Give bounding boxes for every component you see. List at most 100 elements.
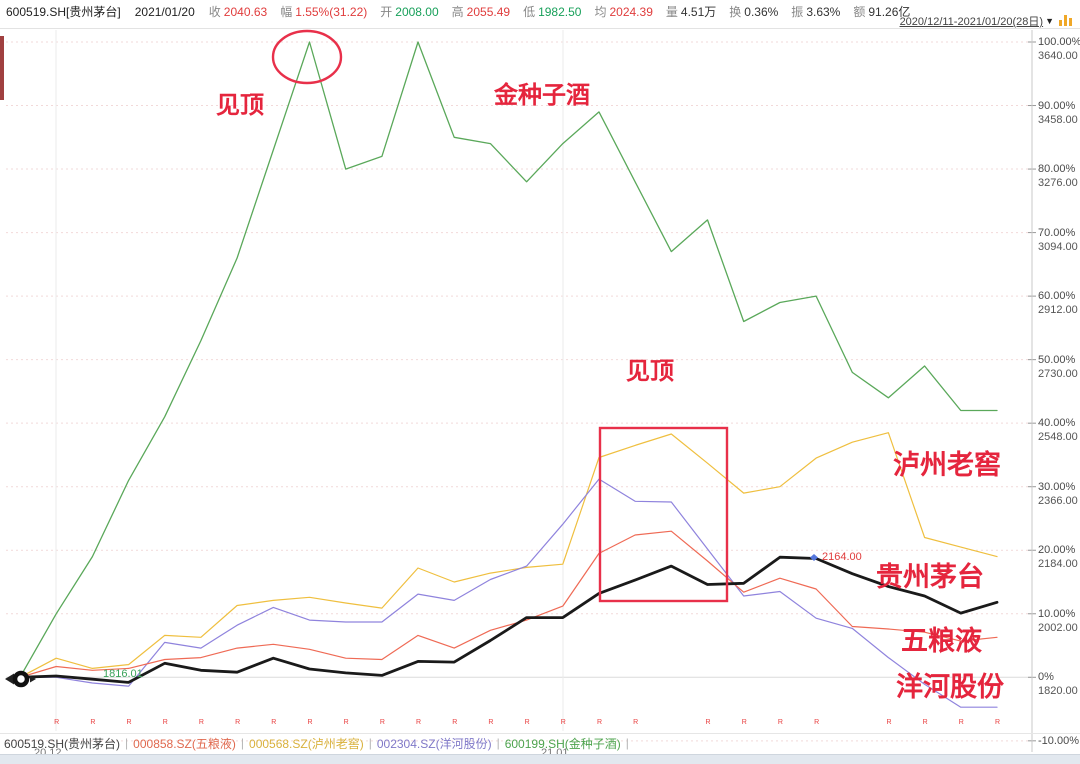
quote-summary-row: 600519.SH[贵州茅台] 2021/01/20 收 2040.63 幅 1.55… <box>6 3 910 20</box>
quote-field: 振 3.63% <box>791 3 840 20</box>
range-handle-right-arrow-icon[interactable] <box>30 675 36 683</box>
date-range-selector[interactable]: 2020/12/11-2021/01/20(28日) ▼ <box>900 13 1054 29</box>
axis-pct-label: 20.00% <box>1038 544 1076 557</box>
quote-field-value: 4.51万 <box>680 5 717 19</box>
day-mark: R <box>199 719 204 726</box>
annotation-text: 五粮液 <box>901 626 982 656</box>
annotation-text: 见顶 <box>626 358 674 385</box>
day-mark: R <box>633 719 638 726</box>
range-handle[interactable] <box>12 670 30 688</box>
day-mark: R <box>90 719 95 726</box>
axis-pct-label: 0% <box>1038 671 1054 684</box>
axis-pct-label: 100.00% <box>1038 36 1080 48</box>
bottom-scrollbar-strip[interactable] <box>0 754 1080 764</box>
series-line-泸州老窖 <box>19 432 998 678</box>
axis-pct-label: 60.00% <box>1038 290 1076 303</box>
legend-item[interactable]: 600199.SH(金种子酒) <box>504 736 621 751</box>
day-mark: R <box>452 719 457 726</box>
quote-field: 幅 1.55%(31.22) <box>280 3 367 20</box>
quote-field-label: 均 <box>594 5 607 19</box>
axis-price-label: 2548.00 <box>1038 431 1078 444</box>
axis-pct-label: 40.00% <box>1038 417 1076 430</box>
series-line-贵州茅台 <box>18 555 999 684</box>
axis-price-label: 3276.00 <box>1038 177 1078 190</box>
legend-separator: | <box>496 736 500 750</box>
day-mark: R <box>488 719 493 726</box>
mini-chart-icon[interactable] <box>1059 15 1074 26</box>
day-mark: R <box>886 719 891 726</box>
axis-price-label: 3640.00 <box>1038 50 1078 62</box>
date-range-text[interactable]: 2020/12/11-2021/01/20(28日) <box>899 16 1044 28</box>
axis-price-label: 2730.00 <box>1038 367 1078 380</box>
axis-price-label: 3458.00 <box>1038 113 1078 126</box>
day-mark: R <box>706 719 711 726</box>
quote-fields: 收 2040.63 幅 1.55%(31.22) 开 2008.00 高 2055.49 低 19… <box>209 3 911 20</box>
axis-price-label: 2366.00 <box>1038 494 1078 507</box>
day-mark: R <box>814 719 819 726</box>
day-mark: R <box>235 719 240 726</box>
price-tag: 2164.00 <box>822 551 862 563</box>
legend-separator: | <box>125 736 129 750</box>
quote-field-value: 2024.39 <box>609 4 653 19</box>
day-mark: R <box>54 719 59 726</box>
day-mark: R <box>271 719 276 726</box>
quote-field-label: 高 <box>451 5 464 19</box>
quote-date: 2021/01/20 <box>134 4 195 19</box>
axis-price-label: 1820.00 <box>1038 685 1078 698</box>
quote-field-label: 额 <box>853 5 866 19</box>
legend-separator: | <box>368 736 372 750</box>
quote-field-value: 1.55%(31.22) <box>295 4 368 19</box>
quote-field-label: 开 <box>380 5 393 19</box>
day-mark: R <box>525 719 530 726</box>
range-handle-left-arrow-icon[interactable] <box>5 673 14 685</box>
day-mark: R <box>163 719 168 726</box>
day-mark: R <box>995 719 1000 726</box>
divider <box>0 733 1080 734</box>
annotation-text: 泸州老窖 <box>893 450 1001 480</box>
legend-separator: | <box>240 736 245 750</box>
quote-field-value: 1982.50 <box>538 4 582 19</box>
day-mark: R <box>742 719 747 726</box>
quote-field-value: 2040.63 <box>223 4 268 19</box>
title-bar: 600519.SH[贵州茅台] 2021/01/20 收 2040.63 幅 1.55… <box>0 0 1080 29</box>
axis-price-label: 2184.00 <box>1038 558 1078 571</box>
day-mark: R <box>127 719 132 726</box>
quote-field: 均 2024.39 <box>594 3 652 20</box>
quote-field-value: 0.36% <box>744 4 779 19</box>
quote-field: 量 4.51万 <box>666 3 716 20</box>
peak-rect-annotation <box>598 426 729 603</box>
quote-field-label: 换 <box>729 5 742 19</box>
day-mark: R <box>561 719 566 726</box>
peak-circle-annotation <box>271 29 343 85</box>
series-line-金种子酒 <box>19 41 998 678</box>
axis-price-label: 2002.00 <box>1038 621 1078 634</box>
quote-field-label: 幅 <box>280 5 293 19</box>
annotation-text: 洋河股份 <box>896 672 1004 702</box>
annotation-text: 贵州茅台 <box>876 562 984 592</box>
quote-field: 高 2055.49 <box>452 3 510 20</box>
quote-field: 收 2040.63 <box>209 3 267 20</box>
quote-field-value: 91.26亿 <box>868 5 911 19</box>
price-tag: 1816.01 <box>103 668 143 680</box>
day-mark: R <box>380 719 385 726</box>
legend-item[interactable]: 002304.SZ(洋河股份) <box>376 736 492 751</box>
legend-bar: 600519.SH(贵州茅台) | 000858.SZ(五粮液) | 000568.SZ… <box>4 735 634 751</box>
quote-field-label: 量 <box>665 5 678 19</box>
day-mark: R <box>307 719 312 726</box>
series-line-五粮液 <box>19 530 998 678</box>
quote-field-label: 低 <box>523 5 536 19</box>
axis-price-label: 2912.00 <box>1038 304 1078 317</box>
axis-pct-label: 10.00% <box>1038 607 1076 620</box>
left-accent-stripe <box>0 36 4 100</box>
legend-item[interactable]: 000858.SZ(五粮液) <box>133 736 236 751</box>
legend-item[interactable]: 000568.SZ(泸州老窖) <box>249 736 364 751</box>
dropdown-arrow-icon[interactable]: ▼ <box>1045 16 1054 26</box>
axis-pct-label: 80.00% <box>1038 163 1076 176</box>
quote-field: 低 1982.50 <box>523 3 581 20</box>
quote-field-value: 2008.00 <box>395 4 439 19</box>
max-point-marker <box>810 554 818 561</box>
quote-field-label: 收 <box>208 5 221 19</box>
legend-item[interactable]: 600519.SH(贵州茅台) <box>4 736 121 751</box>
